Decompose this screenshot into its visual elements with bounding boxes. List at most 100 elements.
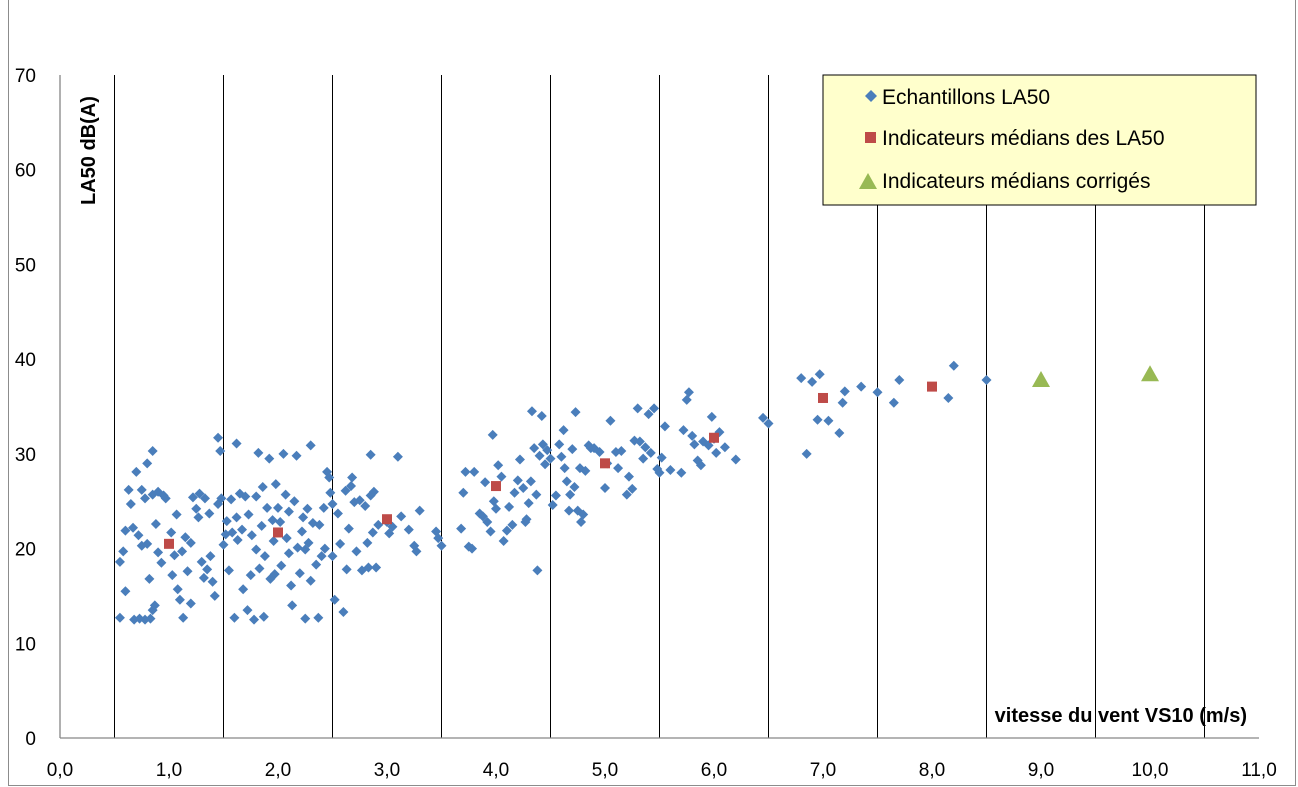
sample-point	[347, 472, 358, 483]
sample-point	[319, 543, 330, 554]
y-tick-label: 50	[15, 255, 36, 276]
sample-point	[178, 612, 189, 623]
sample-point	[257, 482, 268, 493]
sample-point	[327, 499, 338, 510]
sample-point	[354, 495, 365, 506]
sample-point	[411, 546, 422, 557]
sample-point	[567, 444, 578, 455]
sample-point	[518, 482, 529, 493]
sample-point	[245, 570, 256, 581]
sample-point	[856, 381, 867, 392]
sample-point	[456, 523, 467, 534]
y-tick-label: 0	[25, 729, 36, 750]
sample-point	[318, 502, 329, 513]
sample-point	[564, 505, 575, 516]
y-tick-label: 60	[15, 161, 36, 182]
sample-point	[223, 565, 234, 576]
sample-point	[305, 440, 316, 451]
legend-label-medians: Indicateurs médians des LA50	[882, 127, 1165, 150]
sample-point	[160, 493, 171, 504]
sample-point	[194, 488, 205, 499]
sample-point	[226, 494, 237, 505]
sample-point	[300, 613, 311, 624]
sample-point	[329, 594, 340, 605]
sample-point	[114, 556, 125, 567]
sample-point	[128, 522, 139, 533]
sample-point	[150, 518, 161, 529]
sample-point	[467, 543, 478, 554]
sample-point	[640, 442, 651, 453]
sample-point	[665, 464, 676, 475]
sample-point	[572, 505, 583, 516]
sample-point	[314, 519, 325, 530]
sample-point	[156, 557, 167, 568]
sample-point	[460, 466, 471, 477]
sample-point	[414, 505, 425, 516]
sample-point	[196, 556, 207, 567]
median-point	[382, 514, 392, 525]
sample-point	[514, 454, 525, 465]
sample-point	[458, 487, 469, 498]
sample-point	[537, 439, 548, 450]
sample-point	[558, 425, 569, 436]
sample-point	[346, 481, 357, 492]
sample-point	[706, 411, 717, 422]
sample-point	[487, 429, 498, 440]
sample-point	[231, 438, 242, 449]
sample-point	[259, 551, 270, 562]
sample-point	[324, 472, 335, 483]
sample-point	[796, 373, 807, 384]
sample-point	[403, 524, 414, 535]
sample-point	[267, 515, 278, 526]
sample-point	[834, 428, 845, 439]
median-point	[164, 538, 174, 549]
legend-marker-medians	[865, 132, 876, 143]
sample-point	[643, 409, 654, 420]
sample-point	[387, 521, 398, 532]
sample-point	[681, 394, 692, 405]
median-point	[818, 392, 828, 403]
sample-point	[313, 612, 324, 623]
sample-point	[433, 533, 444, 544]
sample-point	[469, 466, 480, 477]
x-axis-title: vitesse du vent VS10 (m/s)	[995, 705, 1247, 727]
sample-point	[576, 517, 587, 528]
sample-point	[340, 485, 351, 496]
sample-point	[209, 590, 220, 601]
sample-point	[218, 539, 229, 550]
sample-point	[948, 360, 959, 371]
sample-point	[153, 547, 164, 558]
median-point	[927, 381, 937, 392]
sample-point	[262, 502, 273, 513]
sample-point	[136, 484, 147, 495]
sample-point	[207, 576, 218, 587]
sample-point	[174, 594, 185, 605]
sample-point	[559, 463, 570, 474]
y-tick-label: 40	[15, 350, 36, 371]
sample-point	[302, 503, 313, 514]
y-tick-label: 70	[15, 66, 36, 87]
sample-point	[172, 584, 183, 595]
sample-point	[125, 499, 136, 510]
sample-point	[565, 489, 576, 500]
sample-point	[645, 447, 656, 458]
sample-point	[634, 436, 645, 447]
sample-point	[532, 565, 543, 576]
sample-point	[120, 525, 131, 536]
sample-point	[253, 447, 264, 458]
sample-point	[605, 415, 616, 426]
sample-point	[812, 414, 823, 425]
sample-point	[303, 537, 314, 548]
sample-point	[291, 450, 302, 461]
sample-point	[131, 466, 142, 477]
sample-point	[237, 524, 248, 535]
sample-point	[436, 540, 447, 551]
sample-point	[683, 387, 694, 398]
sample-point	[526, 406, 537, 417]
sample-point	[278, 448, 289, 459]
data-points	[114, 360, 1159, 625]
sample-point	[341, 564, 352, 575]
sample-point	[227, 527, 238, 538]
sample-point	[177, 546, 188, 557]
sample-point	[695, 460, 706, 471]
